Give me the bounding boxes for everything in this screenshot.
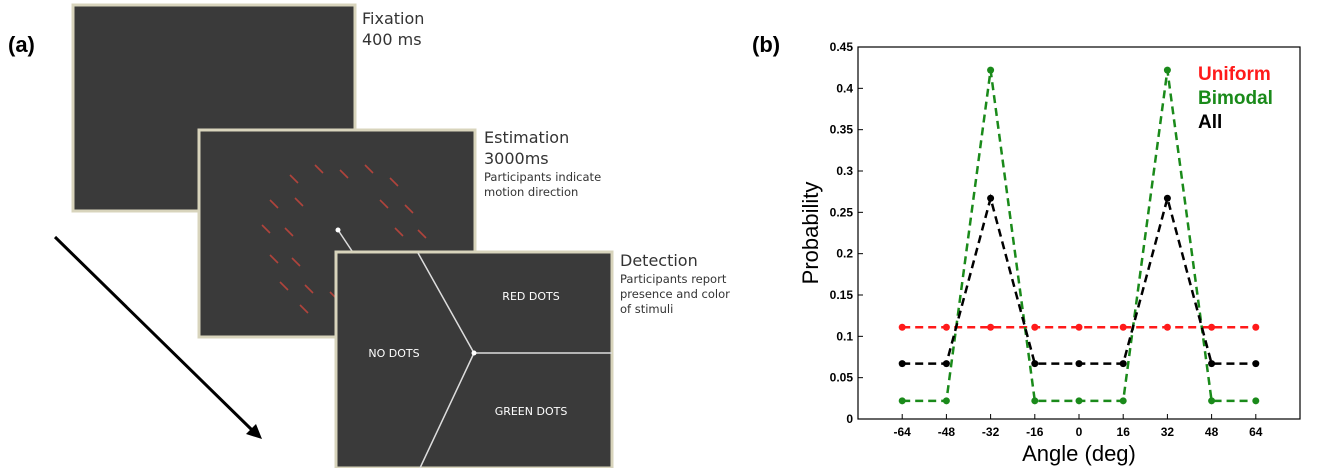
series-point: [1252, 324, 1259, 331]
legend-entry: All: [1198, 112, 1222, 133]
y-tick-label: 0.45: [830, 40, 854, 54]
series-point: [1164, 67, 1171, 74]
legend-entry: Bimodal: [1198, 88, 1273, 109]
series-point: [987, 67, 994, 74]
panel-label: (a): [8, 32, 35, 57]
y-tick-label: 0: [846, 412, 853, 426]
series-point: [943, 360, 950, 367]
x-tick-label: 32: [1161, 425, 1175, 439]
series-point: [899, 397, 906, 404]
screen-description: Participants report: [620, 272, 727, 286]
series-point: [943, 324, 950, 331]
center-dot: [472, 351, 477, 356]
series-point: [1076, 397, 1083, 404]
series-point: [1076, 324, 1083, 331]
series-point: [1252, 397, 1259, 404]
series-point: [1031, 324, 1038, 331]
y-tick-label: 0.35: [830, 123, 854, 137]
series-point: [1120, 360, 1127, 367]
response-dot: [336, 228, 341, 233]
series-point: [1208, 360, 1215, 367]
y-tick-label: 0.2: [836, 247, 853, 261]
screen-description: of stimuli: [620, 302, 673, 316]
series-point: [1031, 360, 1038, 367]
x-tick-label: -48: [938, 425, 956, 439]
screen: [336, 252, 612, 468]
screen-title: Fixation: [362, 9, 424, 28]
option-label: RED DOTS: [502, 290, 559, 303]
series-point: [987, 324, 994, 331]
series-point: [899, 324, 906, 331]
y-tick-label: 0.15: [830, 288, 854, 302]
series-point: [899, 360, 906, 367]
figure: (a) Fixation 400 ms Estimation 3000ms Pa…: [0, 0, 1323, 468]
legend-entry: Uniform: [1198, 64, 1271, 85]
series-point: [943, 397, 950, 404]
series-point: [987, 195, 994, 202]
option-label: GREEN DOTS: [495, 405, 568, 418]
x-tick-label: -32: [982, 425, 1000, 439]
series-point: [1164, 324, 1171, 331]
y-tick-label: 0.05: [830, 371, 854, 385]
series-point: [1208, 397, 1215, 404]
option-label: NO DOTS: [368, 347, 419, 360]
y-tick-label: 0.3: [836, 164, 853, 178]
screen-title: Estimation: [484, 128, 569, 147]
screen-description: presence and color: [620, 287, 730, 301]
series-point: [1076, 360, 1083, 367]
series-point: [1252, 360, 1259, 367]
y-tick-label: 0.1: [836, 329, 853, 343]
y-axis-label: Probability: [798, 182, 823, 285]
x-tick-label: 48: [1205, 425, 1219, 439]
panel-label: (b): [752, 32, 780, 57]
series-point: [1120, 324, 1127, 331]
screen-subtitle: 3000ms: [484, 149, 549, 168]
x-tick-label: 64: [1249, 425, 1263, 439]
y-tick-label: 0.4: [836, 81, 853, 95]
screen-title: Detection: [620, 251, 698, 270]
series-point: [1164, 195, 1171, 202]
screen-description: motion direction: [484, 185, 578, 199]
screen-description: Participants indicate: [484, 170, 601, 184]
y-tick-label: 0.25: [830, 205, 854, 219]
series-point: [1031, 397, 1038, 404]
x-tick-label: 16: [1117, 425, 1131, 439]
series-point: [1120, 397, 1127, 404]
x-tick-label: -16: [1026, 425, 1044, 439]
screen-subtitle: 400 ms: [362, 30, 422, 49]
x-axis-label: Angle (deg): [1022, 441, 1136, 466]
series-point: [1208, 324, 1215, 331]
x-tick-label: 0: [1076, 425, 1083, 439]
x-tick-label: -64: [894, 425, 912, 439]
